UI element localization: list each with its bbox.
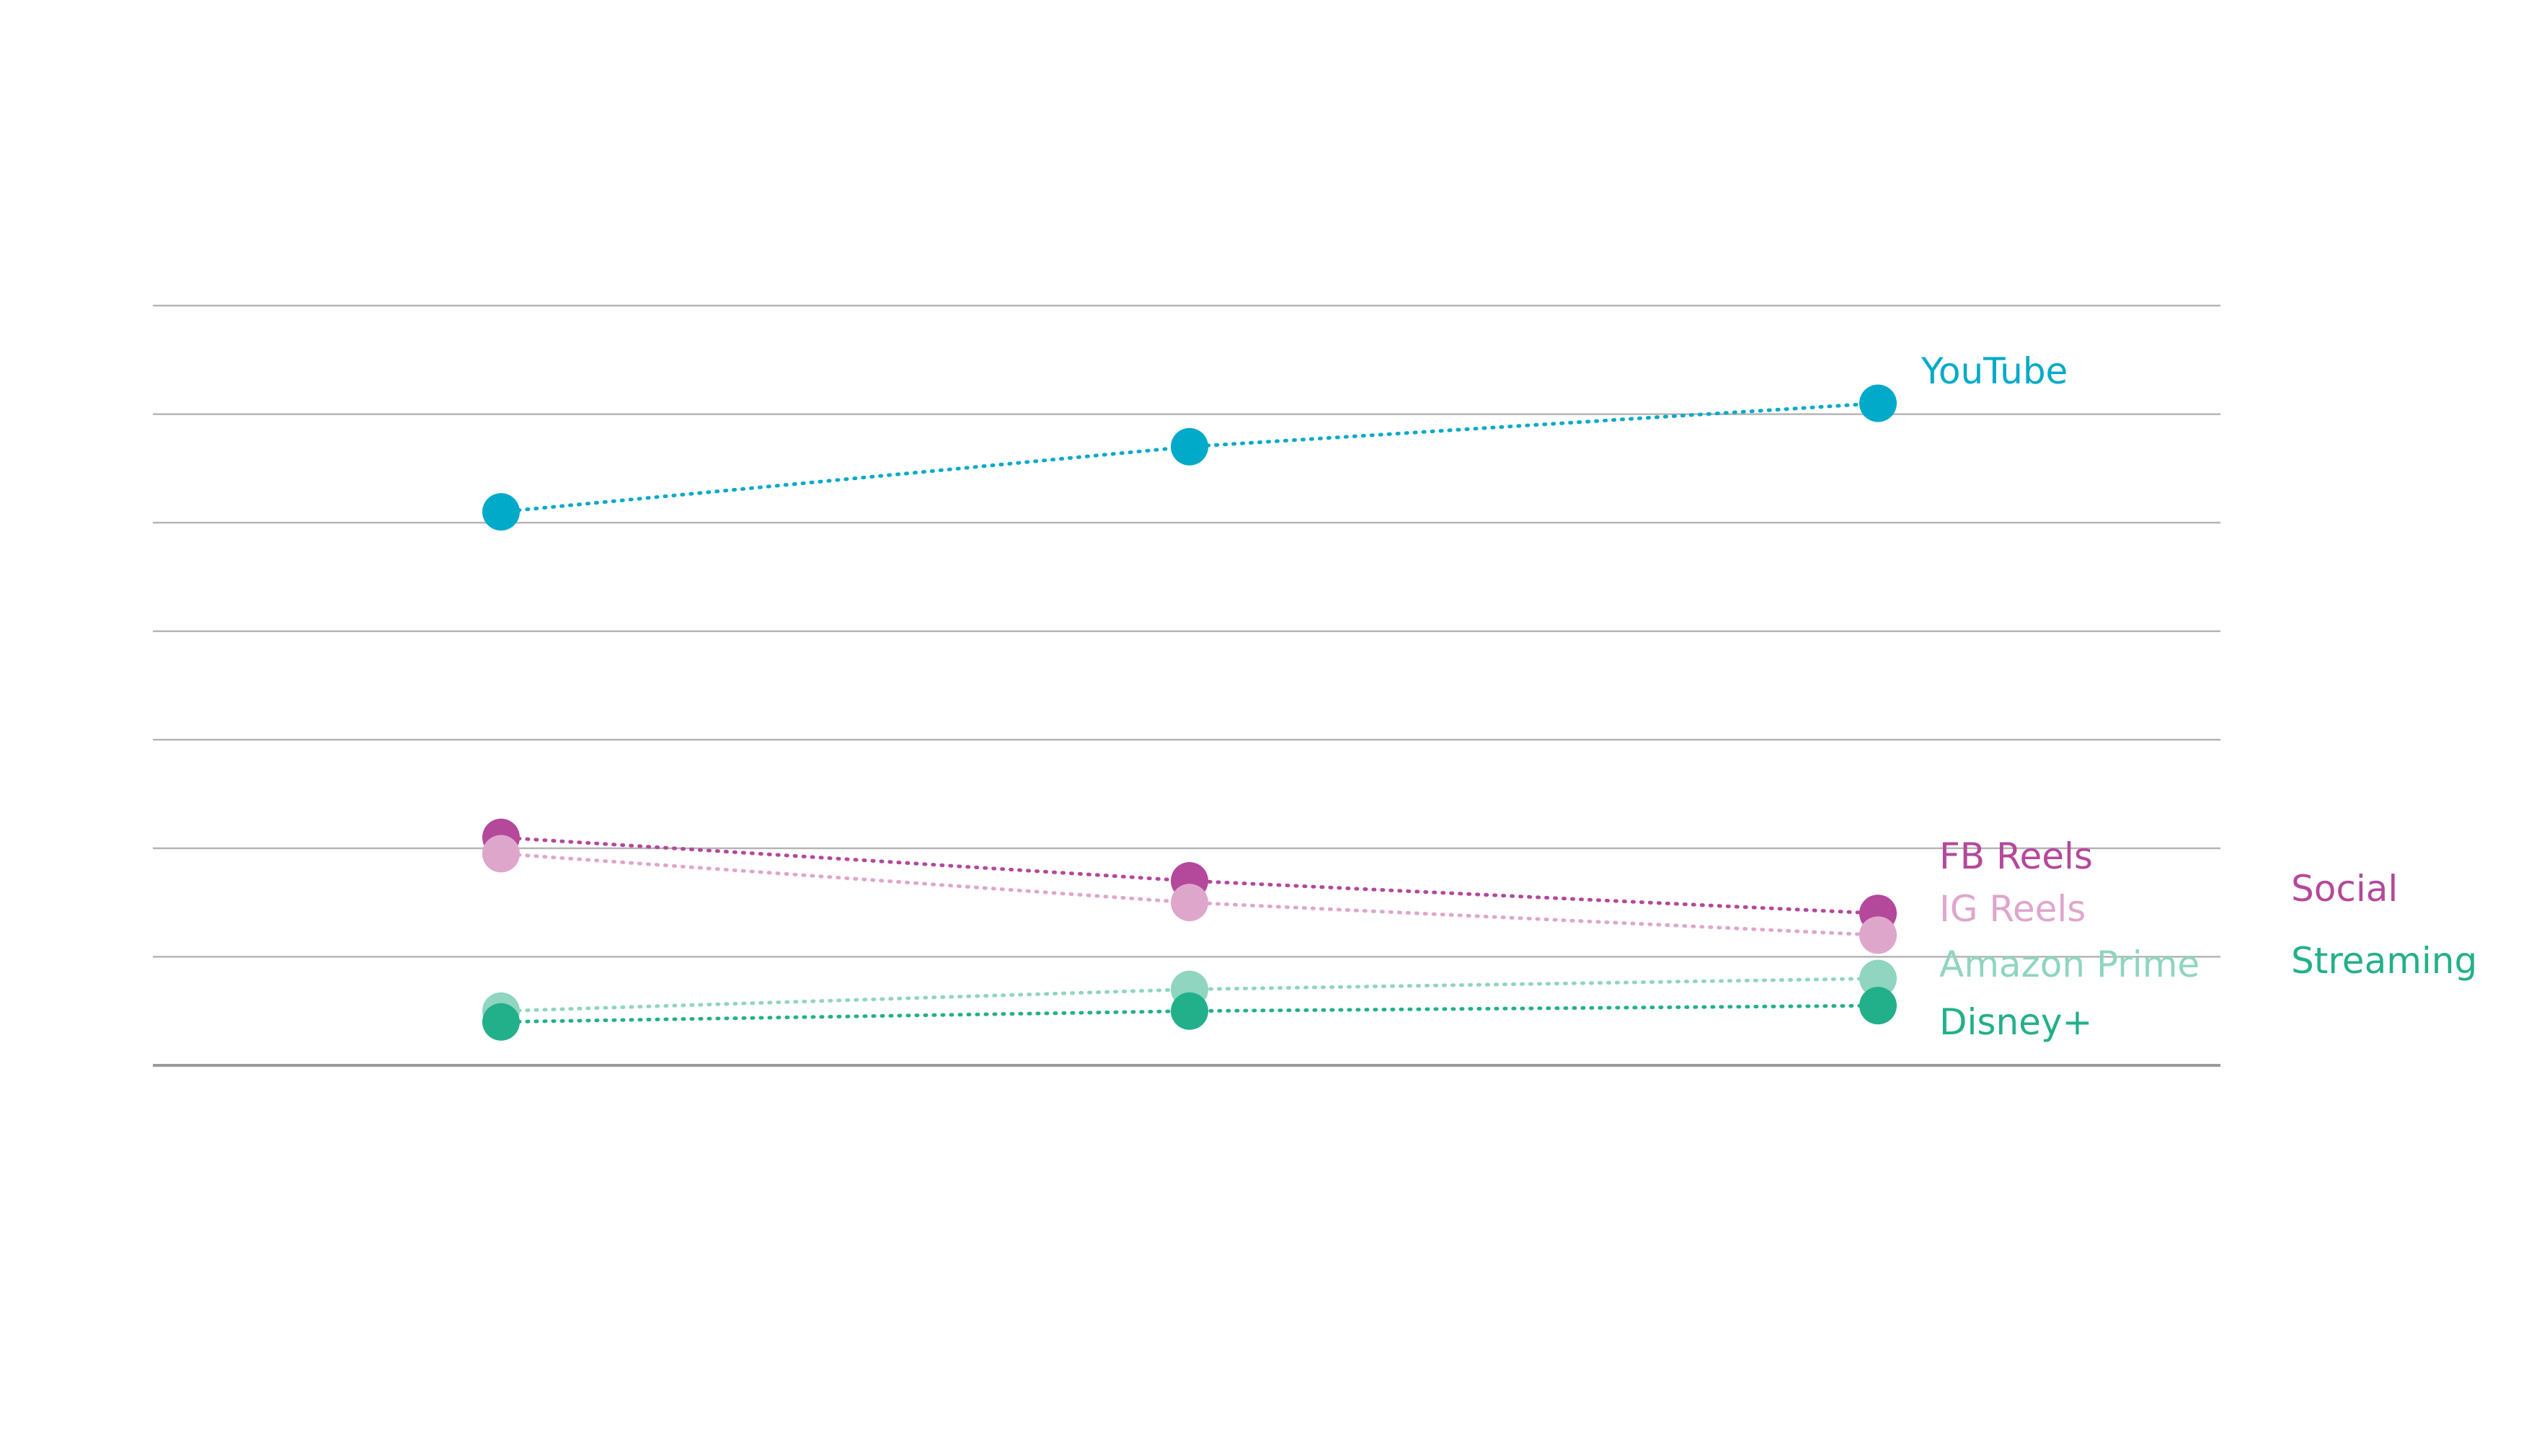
series-line-ig-reels [499,851,1880,937]
data-point-ig-reels [482,835,520,873]
data-point-ig-reels [1859,916,1897,954]
data-point-disney [1859,987,1897,1025]
series-line-fb-reels [499,835,1880,915]
group-label-streaming: Streaming [2291,940,2477,982]
group-label-social: Social [2291,868,2398,910]
group-labels: Social Streaming [2291,868,2477,982]
series-label-amazon-prime: Amazon Prime [1939,944,2200,985]
series-labels: YouTube FB Reels IG Reels Amazon Prime Disne… [1921,350,2200,1043]
gridlines [153,304,2220,958]
data-point-youtube [1171,427,1208,466]
data-point-amazon-prime [1859,959,1897,998]
data-point-ig-reels [1171,884,1208,922]
series-label-youtube: YouTube [1921,350,2068,392]
data-point-disney [1171,992,1208,1030]
data-point-youtube [482,493,520,531]
series-label-fb-reels: FB Reels [1939,835,2093,877]
series-label-ig-reels: IG Reels [1939,888,2086,930]
data-point-disney [482,1003,520,1041]
series-lines [482,384,1897,1041]
series-label-disney: Disney+ [1939,1001,2092,1043]
data-point-youtube [1859,384,1897,422]
